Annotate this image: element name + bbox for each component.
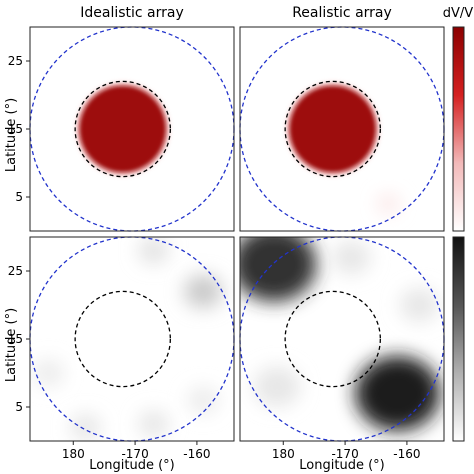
inner-dashed-circle	[74, 80, 171, 178]
y-tick-label: 15	[8, 122, 23, 136]
panel-frame	[239, 236, 445, 442]
colorbar-top	[452, 26, 465, 232]
y-tick-label: 25	[8, 54, 23, 68]
panel-bottom-idealistic: 5 15 25 180 -170 -160	[8, 236, 235, 461]
colorbar-bottom	[452, 236, 465, 442]
anomaly-blob	[33, 359, 64, 387]
y-axis-label-bottom: Latitude (°)	[4, 308, 19, 382]
column-title-idealistic: Idealistic array	[80, 5, 184, 21]
anomaly-blob	[138, 237, 170, 265]
anomaly-blob	[355, 356, 441, 431]
column-title-realistic: Realistic array	[292, 5, 392, 21]
anomaly-blob	[240, 237, 317, 302]
heatmap-panels: 5 15 25 5 15 25 180 -170 -160 180 -170 -160	[8, 26, 445, 461]
y-tick-label: 15	[8, 332, 23, 346]
y-tick-label: 25	[8, 264, 23, 278]
anomaly-blob	[399, 288, 439, 322]
inner-dashed-circle	[74, 290, 171, 388]
x-tick-label: -160	[183, 447, 210, 461]
x-axis-label-right: Longitude (°)	[299, 458, 384, 473]
panel-frame	[239, 26, 445, 232]
anomaly-blob	[138, 410, 170, 438]
x-tick-label: -170	[121, 447, 148, 461]
x-tick-label: -170	[331, 447, 358, 461]
colorbars	[452, 26, 465, 442]
y-axis-label-top: Latitude (°)	[4, 98, 19, 172]
anomaly-disk	[289, 85, 376, 173]
x-axis-label-left: Longitude (°)	[89, 458, 174, 473]
anomaly-blob	[253, 366, 301, 407]
x-tick-label: -160	[393, 447, 420, 461]
inner-dashed-circle	[284, 80, 381, 178]
panel-top-realistic	[239, 26, 445, 232]
y-tick-label: 5	[15, 400, 23, 414]
anomaly-blob	[187, 386, 219, 414]
anomaly-blob	[70, 413, 102, 441]
x-tick-label: 180	[62, 447, 85, 461]
anomaly-blob	[377, 194, 400, 214]
x-tick-label: 180	[272, 447, 295, 461]
y-tick-label: 5	[15, 190, 23, 204]
panel-top-idealistic: 5 15 25	[8, 26, 235, 232]
inner-dashed-circle	[284, 290, 381, 388]
anomaly-blob	[331, 240, 371, 275]
anomaly-disk	[79, 85, 166, 173]
colorbar-label: dV/V	[443, 6, 474, 21]
panel-bottom-realistic: 180 -170 -160	[239, 236, 445, 461]
anomaly-blob	[183, 274, 223, 309]
